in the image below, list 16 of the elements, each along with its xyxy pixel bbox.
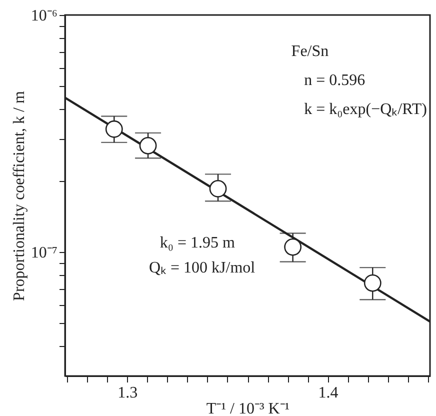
annotation: Qₖ = 100 kJ/mol xyxy=(148,260,256,277)
point xyxy=(209,180,227,198)
x-tick-label: 1.4 xyxy=(318,384,338,402)
point xyxy=(364,274,382,292)
x-axis-title: T⁻¹ / 10⁻³ K⁻¹ xyxy=(206,400,290,416)
annotation: k = k₀exp(−Qₖ/RT) xyxy=(304,100,427,118)
x-tick-label: 1.3 xyxy=(118,384,138,402)
y-tick-label: 10⁻⁷ xyxy=(30,244,58,262)
point xyxy=(105,120,123,138)
annotation: Fe/Sn xyxy=(291,43,329,60)
annotation: k₀ = 1.95 m xyxy=(160,234,236,252)
annotation: n = 0.596 xyxy=(304,72,366,89)
y-axis-title: Proportionality coefficient, k / m xyxy=(10,90,28,301)
y-tick-label: 10⁻⁶ xyxy=(30,8,58,24)
point xyxy=(139,136,157,154)
point xyxy=(284,238,302,256)
